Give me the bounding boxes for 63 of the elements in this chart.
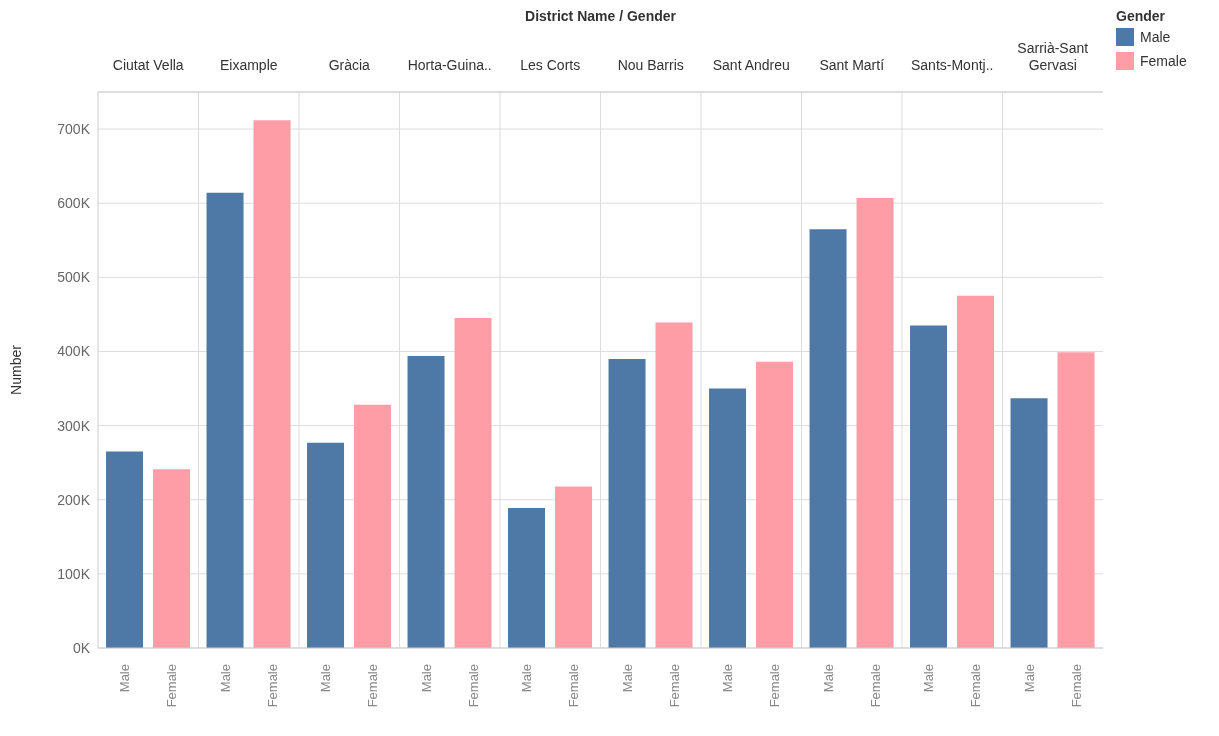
bar xyxy=(1057,352,1095,648)
y-tick-label: 300K xyxy=(57,417,91,434)
text: Female xyxy=(365,664,381,708)
x-tick-label: Horta-Guina.. xyxy=(407,57,492,73)
bar xyxy=(856,198,894,648)
x-tick-label: Les Corts xyxy=(520,57,581,73)
legend-label: Male xyxy=(1140,29,1171,45)
text: Male xyxy=(519,664,535,693)
text: Male xyxy=(921,664,937,693)
bar xyxy=(106,451,144,648)
x-axis-title: District Name / Gender xyxy=(524,8,677,24)
x-tick-label: Eixample xyxy=(219,57,278,73)
bar xyxy=(206,192,244,648)
text: Male xyxy=(1021,664,1037,693)
text: Male xyxy=(217,664,233,693)
bar xyxy=(555,486,593,648)
legend-label: Female xyxy=(1140,53,1187,69)
y-tick-label: 400K xyxy=(57,343,91,360)
y-tick-label: 700K xyxy=(57,121,91,138)
y-tick-label: 200K xyxy=(57,491,91,508)
bar xyxy=(608,358,646,648)
bar xyxy=(910,325,948,648)
x-tick-label: Sant Andreu xyxy=(712,57,790,73)
bar xyxy=(1010,398,1048,648)
bar xyxy=(709,388,747,648)
bar xyxy=(354,404,392,648)
bar xyxy=(407,355,445,648)
x-tick-label: Sants-Montj.. xyxy=(911,57,994,73)
text: Female xyxy=(968,664,984,708)
text: Male xyxy=(418,664,434,693)
text: Female xyxy=(465,664,481,708)
y-tick-label: 0K xyxy=(72,639,91,656)
bar xyxy=(253,120,291,648)
bar xyxy=(307,442,345,648)
text: Male xyxy=(720,664,736,693)
x-tick-label: Nou Barris xyxy=(617,57,684,73)
text: Female xyxy=(867,664,883,708)
x-tick-label: Gràcia xyxy=(328,57,371,73)
legend-title: Gender xyxy=(1116,8,1166,24)
bar xyxy=(655,322,693,648)
x-tick-label: Ciutat Vella xyxy=(112,57,184,73)
bar xyxy=(957,295,995,648)
bar xyxy=(508,507,546,648)
text: Female xyxy=(666,664,682,708)
x-tick-label: Sarrià-Sant Gervasi xyxy=(1017,40,1089,73)
text: Female xyxy=(767,664,783,708)
y-tick-label: 500K xyxy=(57,269,91,286)
y-axis-title: Number xyxy=(7,344,24,395)
text: Male xyxy=(318,664,334,693)
text: Male xyxy=(117,664,133,693)
bar xyxy=(809,229,847,648)
text: Female xyxy=(264,664,280,708)
bar xyxy=(454,318,492,648)
y-tick-label: 100K xyxy=(57,565,91,582)
text: Male xyxy=(619,664,635,693)
text: Female xyxy=(566,664,582,708)
bar xyxy=(756,361,794,648)
text: Female xyxy=(1068,664,1084,708)
text: Male xyxy=(820,664,836,693)
x-tick-label: Sant Martí xyxy=(819,57,885,73)
y-tick-label: 600K xyxy=(57,195,91,212)
text: Female xyxy=(164,664,180,708)
bar xyxy=(153,469,191,648)
